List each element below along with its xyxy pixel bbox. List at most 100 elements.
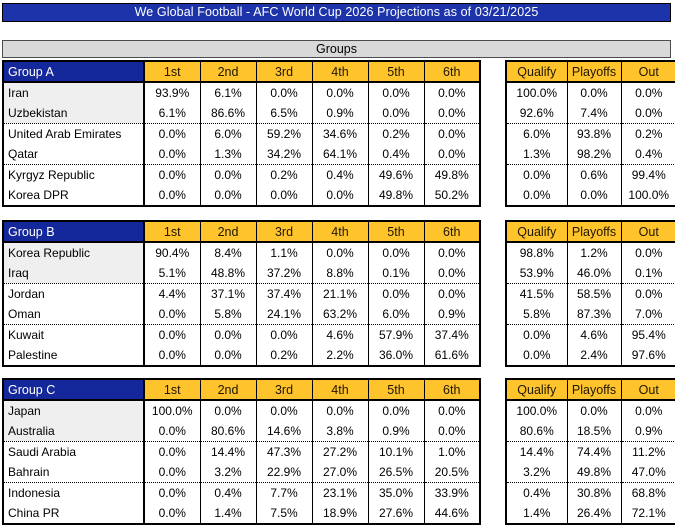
probability-cell: 27.2% [311,441,368,462]
team-row: Korea DPR 0.0% 0.0% 0.0% 0.0% 49.8% 50.2% [3,185,480,206]
team-row: China PR 0.0% 1.4% 7.5% 18.9% 27.6% 44.6% [3,503,480,524]
outcome-cell: 0.4% [505,482,567,503]
group-positions-table: Group A 1st 2nd 3rd 4th 5th 6th Iran 93.9% 6.1%… [2,60,481,207]
probability-cell: 0.4% [199,482,256,503]
outcome-header: Playoffs [566,221,621,243]
outcome-cell: 14.4% [505,441,567,462]
probability-cell: 0.0% [255,82,312,103]
probability-cell: 37.2% [255,263,312,284]
probability-cell: 0.1% [367,263,424,284]
probability-cell: 4.4% [143,283,200,304]
probability-cell: 0.0% [423,144,480,165]
probability-cell: 34.2% [255,144,312,165]
team-name-cell: Korea DPR [3,185,145,206]
probability-cell: 2.2% [311,345,368,366]
probability-cell: 0.0% [423,283,480,304]
team-name-cell: Iraq [3,263,145,284]
outcome-cell: 92.6% [505,103,567,124]
probability-cell: 90.4% [143,242,200,263]
team-row: Indonesia 0.0% 0.4% 7.7% 23.1% 35.0% 33.9% [3,482,480,503]
outcome-cell: 7.4% [566,103,621,124]
position-header: 4th [311,221,368,243]
probability-cell: 0.0% [311,242,368,263]
probability-cell: 0.0% [199,185,256,206]
team-name-cell: Iran [3,82,145,103]
probability-cell: 0.0% [311,82,368,103]
probability-cell: 0.0% [143,123,200,144]
probability-cell: 0.4% [311,164,368,185]
outcome-row: 100.0% 0.0% 0.0% [505,400,675,421]
team-name-cell: Kyrgyz Republic [3,164,145,185]
group-outcomes-table: Qualify Playoffs Out 98.8% 1.2% 0.0% 53.9% 46.… [505,220,675,367]
probability-cell: 0.2% [255,164,312,185]
position-header: 5th [367,61,424,83]
outcome-row: 5.8% 87.3% 7.0% [505,304,675,325]
position-header: 2nd [199,379,256,401]
outcome-cell: 0.0% [620,283,675,304]
probability-cell: 0.0% [143,462,200,483]
outcome-row: 100.0% 0.0% 0.0% [505,82,675,103]
probability-cell: 0.0% [367,283,424,304]
outcome-cell: 5.8% [505,304,567,325]
group-name-cell: Group A [3,61,145,83]
position-header: 6th [423,221,480,243]
position-header: 3rd [255,61,312,83]
outcome-cell: 53.9% [505,263,567,284]
probability-cell: 7.7% [255,482,312,503]
probability-cell: 80.6% [199,421,256,442]
group-header-row: Group C 1st 2nd 3rd 4th 5th 6th [3,379,480,401]
probability-cell: 18.9% [311,503,368,524]
team-name-cell: Qatar [3,144,145,165]
outcome-cell: 2.4% [566,345,621,366]
outcome-row: 0.0% 0.0% 100.0% [505,185,675,206]
outcome-cell: 0.0% [566,400,621,421]
team-row: United Arab Emirates 0.0% 6.0% 59.2% 34.6% 0.… [3,123,480,144]
probability-cell: 1.1% [255,242,312,263]
section-header-groups: Groups [2,40,671,58]
probability-cell: 0.0% [423,103,480,124]
probability-cell: 0.0% [423,82,480,103]
probability-cell: 49.8% [423,164,480,185]
position-header: 1st [143,61,200,83]
outcome-cell: 47.0% [620,462,675,483]
probability-cell: 0.0% [423,421,480,442]
outcome-cell: 0.0% [620,103,675,124]
outcome-cell: 0.0% [505,164,567,185]
probability-cell: 0.0% [367,82,424,103]
outcome-cell: 0.0% [620,400,675,421]
probability-cell: 0.0% [199,400,256,421]
team-row: Iran 93.9% 6.1% 0.0% 0.0% 0.0% 0.0% [3,82,480,103]
outcome-cell: 0.0% [566,185,621,206]
probability-cell: 0.9% [423,304,480,325]
team-row: Palestine 0.0% 0.0% 0.2% 2.2% 36.0% 61.6% [3,345,480,366]
probability-cell: 8.4% [199,242,256,263]
probability-cell: 0.0% [367,400,424,421]
outcome-row: 1.4% 26.4% 72.1% [505,503,675,524]
probability-cell: 86.6% [199,103,256,124]
position-header: 6th [423,61,480,83]
team-row: Kuwait 0.0% 0.0% 0.0% 4.6% 57.9% 37.4% [3,324,480,345]
probability-cell: 49.8% [367,185,424,206]
outcome-row: 53.9% 46.0% 0.1% [505,263,675,284]
outcome-cell: 99.4% [620,164,675,185]
group-outcomes-table: Qualify Playoffs Out 100.0% 0.0% 0.0% 92.6% 7.… [505,60,675,207]
probability-cell: 1.4% [199,503,256,524]
outcome-row: 3.2% 49.8% 47.0% [505,462,675,483]
outcome-cell: 0.0% [505,324,567,345]
team-name-cell: Palestine [3,345,145,366]
outcome-cell: 0.1% [620,263,675,284]
probability-cell: 0.0% [367,242,424,263]
outcome-cell: 58.5% [566,283,621,304]
outcome-header: Out [620,379,675,401]
group-positions-table: Group C 1st 2nd 3rd 4th 5th 6th Japan 100.0% 0.… [2,378,481,525]
probability-cell: 24.1% [255,304,312,325]
probability-cell: 0.0% [143,345,200,366]
outcome-header: Playoffs [566,379,621,401]
probability-cell: 27.6% [367,503,424,524]
team-name-cell: Saudi Arabia [3,441,145,462]
outcome-cell: 80.6% [505,421,567,442]
position-header: 3rd [255,379,312,401]
probability-cell: 27.0% [311,462,368,483]
team-name-cell: Japan [3,400,145,421]
probability-cell: 8.8% [311,263,368,284]
